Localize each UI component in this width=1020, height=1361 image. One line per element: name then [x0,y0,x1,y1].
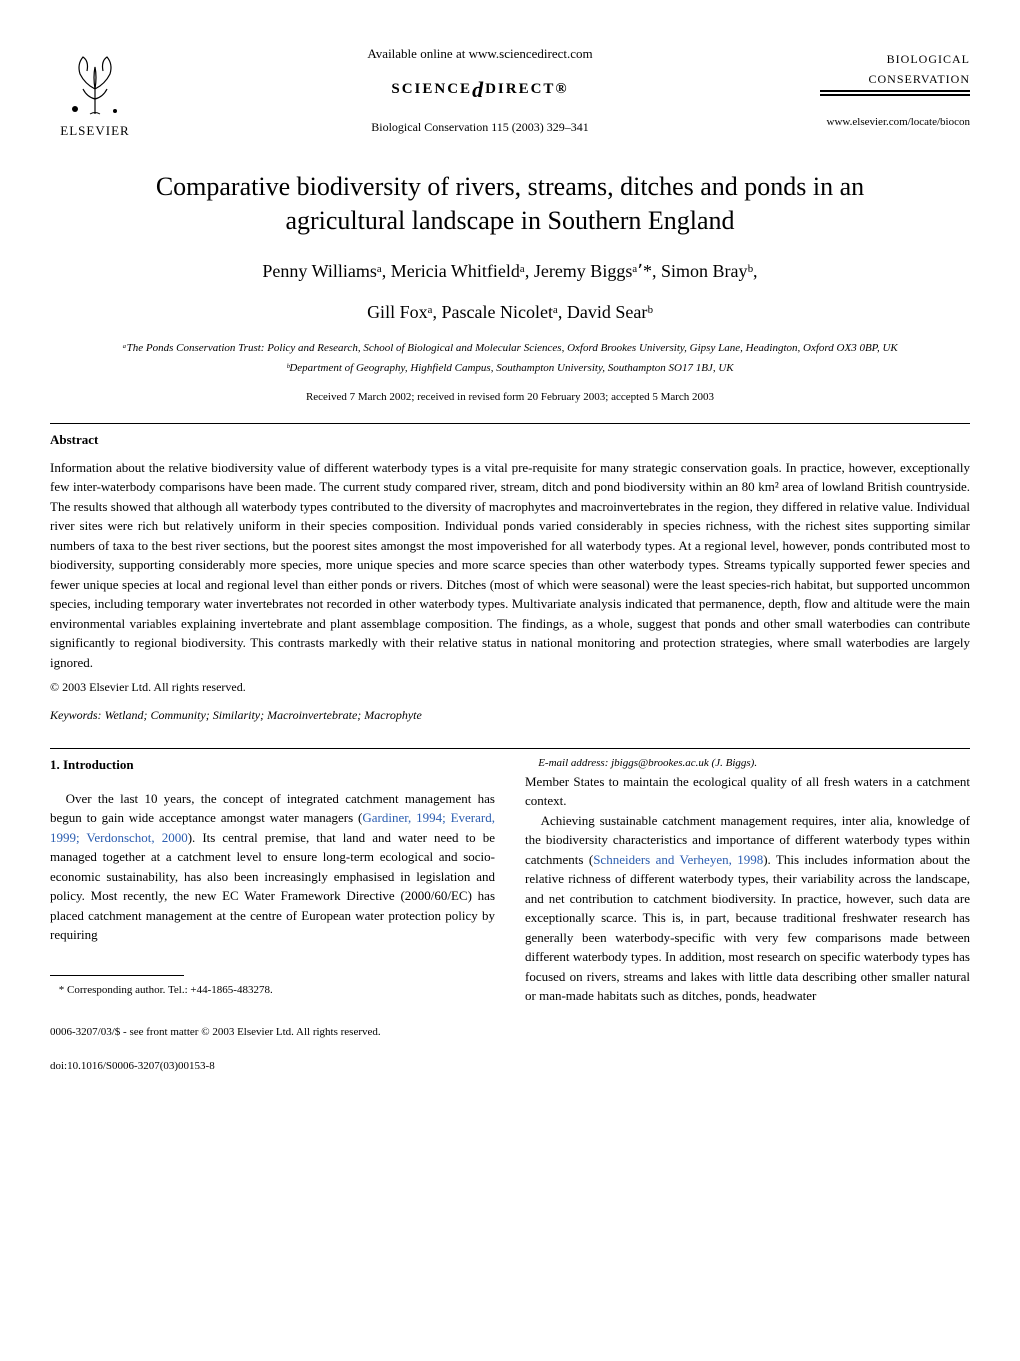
authors-line-1: Penny Williamsᵃ, Mericia Whitfieldᵃ, Jer… [50,258,970,285]
section-divider-icon [50,423,970,424]
footer-doi: doi:10.1016/S0006-3207(03)00153-8 [50,1058,970,1075]
journal-url: www.elsevier.com/locate/biocon [820,114,970,131]
center-header: Available online at www.sciencedirect.co… [140,44,820,137]
keywords-label: Keywords: [50,708,102,722]
page-header: ELSEVIER Available online at www.science… [50,40,970,140]
journal-name-line1: BIOLOGICAL [820,50,970,68]
journal-reference: Biological Conservation 115 (2003) 329–3… [140,118,820,136]
d-letter-icon: d [472,77,485,102]
journal-name-line2: CONSERVATION [820,70,970,88]
footer-issn: 0006-3207/03/$ - see front matter © 2003… [50,1024,970,1041]
sciencedirect-logo: SCIENCEdDIRECT® [140,73,820,106]
abstract-heading: Abstract [50,430,970,450]
introduction-heading: 1. Introduction [50,755,495,775]
divider-icon [820,90,970,92]
affiliation-b: ᵇDepartment of Geography, Highfield Camp… [50,360,970,377]
para3-text-post: ). This includes information about the r… [525,852,970,1004]
email-footnote: E-mail address: jbiggs@brookes.ac.uk (J.… [525,755,970,772]
citation-link[interactable]: Schneiders and Verheyen, 1998 [593,852,763,867]
authors-line-2: Gill Foxᵃ, Pascale Nicoletᵃ, David Searᵇ [50,299,970,326]
elsevier-tree-icon [65,49,125,119]
available-online-text: Available online at www.sciencedirect.co… [140,44,820,64]
email-value: jbiggs@brookes.ac.uk (J. Biggs). [611,757,757,769]
footnote-separator-icon [50,975,184,976]
para1-text-post: ). Its central premise, that land and wa… [50,830,495,943]
corresponding-author-footnote: * Corresponding author. Tel.: +44-1865-4… [50,982,495,999]
publisher-logo: ELSEVIER [50,40,140,140]
copyright-line: © 2003 Elsevier Ltd. All rights reserved… [50,678,970,696]
intro-paragraph-3: Achieving sustainable catchment manageme… [525,811,970,1006]
science-label-right: DIRECT® [485,81,569,97]
abstract-body: Information about the relative biodivers… [50,458,970,673]
body-columns: 1. Introduction Over the last 10 years, … [50,755,970,1006]
science-label-left: SCIENCE [391,81,472,97]
article-title: Comparative biodiversity of rivers, stre… [110,170,910,238]
right-header: BIOLOGICAL CONSERVATION www.elsevier.com… [820,50,970,131]
intro-paragraph-1: Over the last 10 years, the concept of i… [50,789,495,945]
received-dates: Received 7 March 2002; received in revis… [50,389,970,406]
keywords-values: Wetland; Community; Similarity; Macroinv… [105,708,422,722]
intro-paragraph-2: Member States to maintain the ecological… [525,772,970,811]
keywords-line: Keywords: Wetland; Community; Similarity… [50,706,970,724]
publisher-name: ELSEVIER [60,121,129,141]
section-divider-icon [50,748,970,749]
affiliation-a: ᵃThe Ponds Conservation Trust: Policy an… [50,340,970,357]
email-label: E-mail address: [538,757,608,769]
divider-icon [820,94,970,96]
